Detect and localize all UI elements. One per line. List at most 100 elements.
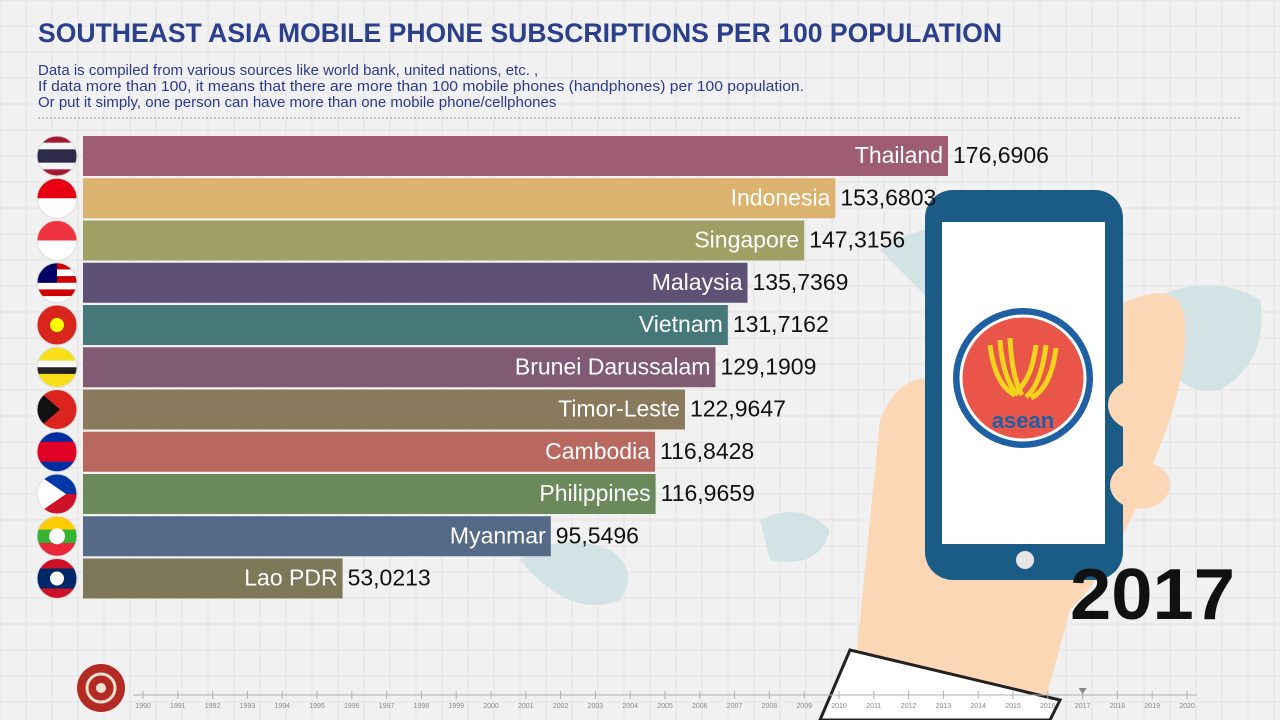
- bars: Thailand 176,6906 Indonesia 153,6803 Singapo…: [83, 136, 1049, 599]
- timeline-label: 1998: [414, 703, 430, 710]
- flag-stripe: [37, 441, 77, 463]
- flag-stripe: [37, 240, 77, 261]
- bar-label: Singapore: [694, 227, 799, 253]
- flag-ring: [36, 473, 78, 515]
- flag-stripe: [37, 169, 77, 176]
- timeline-marker: [1078, 688, 1087, 694]
- bar: [83, 220, 805, 261]
- value-label: 95,5496: [556, 522, 639, 548]
- timeline-label: 2002: [553, 703, 569, 710]
- bar: [83, 516, 551, 557]
- subtitle: If data more than 100, it means that the…: [38, 78, 804, 95]
- timeline-label: 2013: [936, 703, 952, 710]
- timeline-label: 2009: [796, 703, 812, 710]
- value-label: 122,9647: [690, 396, 786, 422]
- timeline-label: 1996: [344, 703, 360, 710]
- flag-stripe: [37, 296, 77, 303]
- timeline-label: 1995: [309, 703, 325, 710]
- flag-stripe: [37, 289, 77, 297]
- hand-fingers: [1108, 379, 1172, 509]
- value-label: 116,8428: [660, 438, 754, 464]
- flag-ring: [36, 135, 78, 177]
- flag-disc: [50, 571, 64, 586]
- bar-label: Vietnam: [639, 311, 723, 337]
- timeline-label: 2001: [518, 703, 534, 710]
- flag: [37, 136, 77, 176]
- bar-label: Philippines: [539, 480, 650, 506]
- timeline-label: 2015: [1005, 703, 1021, 710]
- flag-stripe: [37, 136, 77, 144]
- flag: [37, 305, 77, 345]
- value-label: 131,7162: [733, 311, 829, 337]
- value-label: 129,1909: [720, 353, 816, 379]
- timeline-label: 2020: [1179, 703, 1195, 710]
- timeline-label: 2016: [1040, 703, 1056, 710]
- flag-ring: [36, 558, 78, 599]
- bar-label: Lao PDR: [244, 565, 337, 591]
- timeline-label: 1992: [205, 703, 221, 710]
- value-label: 147,3156: [809, 227, 905, 253]
- timeline-label: 2003: [588, 703, 604, 710]
- flag-stripe: [37, 162, 77, 170]
- flag: [37, 347, 77, 388]
- flag: [37, 262, 77, 303]
- timeline-label: 2019: [1144, 703, 1160, 710]
- bar-label: Cambodia: [545, 438, 650, 464]
- bar: [83, 262, 748, 303]
- flag-stripe: [37, 347, 77, 362]
- flag-stripe: [37, 431, 77, 443]
- timeline-label: 1993: [240, 703, 256, 710]
- flag-ring: [36, 177, 78, 219]
- flag-stripe: [37, 282, 77, 290]
- flag: [37, 516, 77, 557]
- bar-label: Brunei Darussalam: [515, 353, 711, 379]
- timeline-label: 2006: [692, 703, 708, 710]
- value-label: 53,0213: [348, 565, 431, 591]
- logo-text: asean: [992, 408, 1054, 433]
- flag-ring: [36, 262, 78, 304]
- flag-triangle: [37, 389, 60, 430]
- flag: [37, 474, 77, 514]
- flag-stripe: [37, 149, 77, 164]
- flags: [36, 135, 78, 599]
- flag-triangle: [37, 474, 66, 514]
- bar: [83, 389, 685, 430]
- timeline-label: 2005: [657, 703, 673, 710]
- flag-ring: [36, 389, 78, 430]
- flag-stripe: [37, 373, 77, 388]
- timeline-label: 1997: [379, 703, 395, 710]
- bar: [83, 474, 656, 514]
- bar-label: Timor-Leste: [558, 396, 680, 422]
- bar-label: Myanmar: [450, 522, 546, 548]
- timeline-label: 2018: [1110, 703, 1126, 710]
- bar: [83, 558, 343, 599]
- flag-ring: [36, 515, 78, 557]
- subtitle: Or put it simply, one person can have mo…: [38, 94, 556, 111]
- timeline-label: 2000: [483, 703, 499, 710]
- bar: [83, 136, 948, 176]
- timeline-label: 2014: [970, 703, 986, 710]
- flag: [37, 389, 77, 430]
- flag-star: [49, 528, 65, 545]
- flag: [37, 220, 77, 261]
- flag-ring: [36, 346, 78, 388]
- flag-stripe: [37, 360, 77, 368]
- timeline-label: 2007: [727, 703, 743, 710]
- flag-stripe: [37, 220, 77, 241]
- value-label: 135,7369: [753, 269, 849, 295]
- timeline-label: 2010: [831, 703, 847, 710]
- bar-label: Thailand: [855, 142, 943, 168]
- timeline-label: 1999: [448, 703, 464, 710]
- year-label: 2017: [1070, 555, 1235, 635]
- bar: [83, 305, 728, 345]
- flag: [37, 431, 77, 472]
- timeline-label: 1991: [170, 703, 186, 710]
- timeline-label: 2004: [622, 703, 638, 710]
- flag-stripe: [37, 588, 77, 599]
- phone: asean: [925, 190, 1123, 580]
- value-label: 176,6906: [953, 142, 1049, 168]
- flag-stripe: [37, 178, 77, 199]
- flag-ring: [36, 431, 78, 473]
